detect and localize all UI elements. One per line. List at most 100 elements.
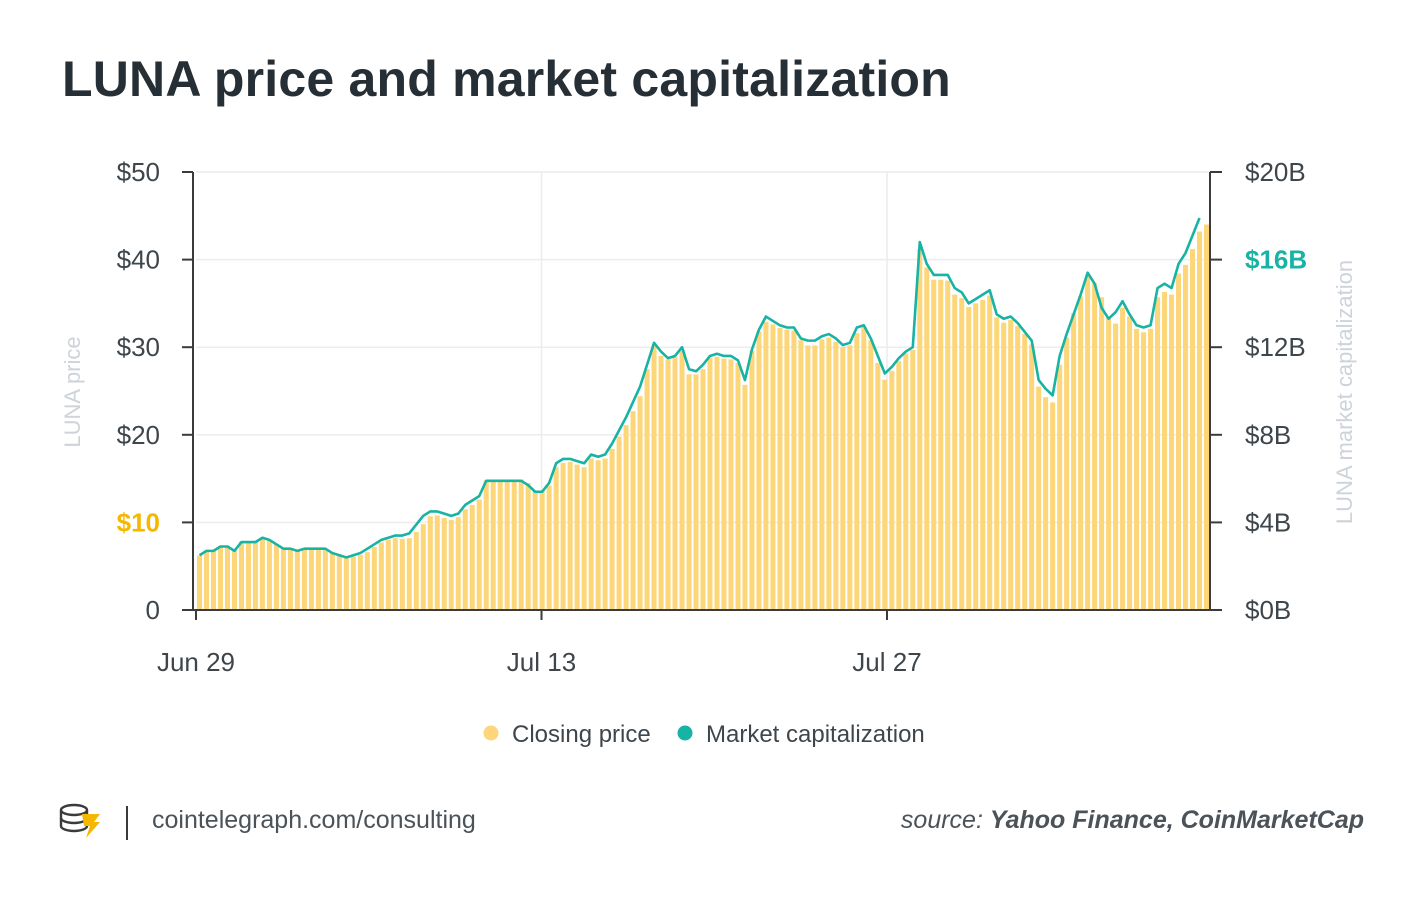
price-bar (1183, 264, 1189, 610)
price-bar (1099, 297, 1105, 610)
legend-swatch (677, 725, 693, 741)
left-tick-label: $10 (117, 507, 160, 537)
footer-url[interactable]: cointelegraph.com/consulting (152, 806, 476, 834)
price-bar (616, 436, 622, 610)
price-bar (448, 519, 454, 610)
price-bar (714, 356, 720, 610)
price-bar (630, 411, 636, 610)
price-bar (1203, 224, 1210, 610)
price-bar (301, 549, 307, 610)
price-bar (1106, 317, 1112, 610)
price-bar (322, 549, 328, 610)
price-bar (602, 458, 608, 610)
price-bar (812, 345, 818, 610)
price-bar (595, 460, 601, 610)
price-bar (1001, 322, 1007, 610)
price-bar (1127, 316, 1133, 610)
price-bar (469, 504, 475, 610)
price-bar (679, 350, 685, 610)
price-bar (567, 461, 573, 610)
price-bar (1078, 296, 1084, 610)
price-bar (553, 467, 559, 610)
price-bar (497, 479, 503, 610)
price-bar (1085, 275, 1091, 610)
right-tick-label: $20B (1245, 157, 1306, 187)
legend: Closing price Market capitalization (483, 721, 925, 748)
price-bar (385, 539, 391, 610)
left-tick-label: $20 (117, 420, 160, 450)
price-bar (903, 353, 909, 610)
price-bar (525, 482, 531, 610)
price-bar (735, 362, 741, 610)
price-bar (490, 479, 496, 610)
price-bar (413, 532, 419, 610)
price-bar (728, 359, 734, 610)
price-bar (399, 539, 405, 610)
right-axis-title: LUNA market capitalization (1332, 260, 1357, 524)
price-bar (966, 306, 972, 610)
left-tick-label: $50 (117, 157, 160, 187)
price-bar (987, 295, 993, 610)
price-bar (371, 546, 377, 610)
price-bar (644, 369, 650, 610)
x-tick-label: Jul 13 (507, 647, 576, 677)
price-bar (994, 317, 1000, 610)
price-bar (959, 298, 965, 610)
price-bar (1008, 320, 1014, 610)
price-bar (434, 515, 440, 610)
price-bar (889, 370, 895, 610)
right-axis-ticks: $0B $4B $8B $12B $16B $20B (1210, 157, 1307, 625)
price-bar (945, 280, 951, 610)
price-bar (805, 345, 811, 610)
price-bar (266, 539, 272, 610)
price-bar (217, 546, 223, 610)
price-bars (196, 224, 1210, 610)
price-bar (1155, 297, 1161, 610)
price-bar (798, 340, 804, 610)
price-bar (952, 294, 958, 610)
price-bar (1141, 332, 1147, 610)
price-bar (245, 541, 251, 610)
price-bar (1092, 283, 1098, 610)
price-bar (700, 369, 706, 610)
price-bar (406, 538, 412, 610)
price-bar (1043, 397, 1049, 610)
left-axis-title: LUNA price (60, 336, 85, 447)
price-bar (441, 518, 447, 610)
price-bar (854, 333, 860, 610)
price-bar (259, 537, 265, 610)
price-bar (609, 448, 615, 610)
price-bar (287, 549, 293, 610)
price-bar (847, 345, 853, 610)
price-bar (1064, 337, 1070, 610)
price-bar (1029, 344, 1035, 610)
price-bar (777, 327, 783, 610)
price-bar (420, 524, 426, 610)
left-tick-label: 0 (146, 595, 160, 625)
price-bar (532, 490, 538, 610)
cointelegraph-logo-icon (59, 803, 100, 838)
price-bar (623, 425, 629, 610)
price-bar (1148, 328, 1154, 610)
price-bar (658, 355, 664, 610)
price-bar (539, 490, 545, 610)
price-bar (462, 509, 468, 610)
price-bar (1176, 273, 1182, 610)
price-bar (196, 555, 203, 610)
price-bar (931, 279, 937, 610)
market-cap-line (198, 217, 1201, 559)
chart-title: LUNA price and market capitalization (62, 51, 951, 107)
price-bar (896, 361, 902, 610)
price-bar (315, 549, 321, 610)
price-bar (784, 329, 790, 610)
price-bar (672, 356, 678, 610)
price-bar (1134, 328, 1140, 610)
price-bar (840, 347, 846, 610)
price-bar (294, 550, 300, 610)
price-bar (756, 331, 762, 610)
price-bar (378, 542, 384, 610)
price-bar (826, 337, 832, 610)
price-bar (336, 554, 342, 610)
price-bar (210, 550, 217, 610)
legend-label: Market capitalization (706, 721, 925, 748)
